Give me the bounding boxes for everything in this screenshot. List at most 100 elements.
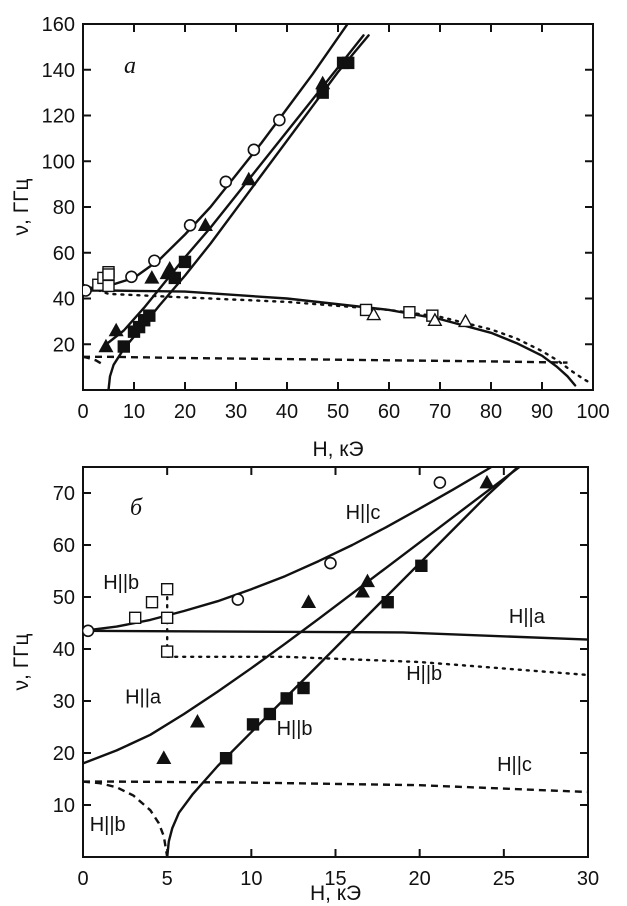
x-tick-label: 30 — [225, 401, 247, 423]
x-tick-label: 20 — [409, 868, 431, 890]
marker-open-circle — [273, 113, 286, 127]
marker-filled-square — [263, 707, 277, 721]
y-tick-label: 160 — [42, 14, 75, 36]
series-line-dashed — [83, 355, 568, 364]
marker-filled-square — [246, 718, 260, 731]
y-tick-label: 10 — [53, 795, 75, 817]
marker-filled-square — [168, 271, 182, 285]
series-annotation: H||a — [125, 687, 162, 709]
marker-filled-triangle — [354, 584, 370, 598]
y-tick-label: 120 — [42, 106, 75, 128]
x-tick-label: 50 — [327, 401, 349, 423]
y-tick-label: 70 — [53, 483, 75, 505]
y-tick-label: 40 — [53, 289, 75, 311]
series-annotation: H||b — [277, 718, 313, 740]
series-line-dashed — [83, 780, 588, 794]
y-tick-label: 60 — [53, 535, 75, 557]
marker-open-square — [102, 279, 115, 293]
marker-filled-square — [219, 752, 233, 765]
marker-filled-square — [178, 255, 192, 269]
marker-open-circle — [247, 143, 261, 157]
marker-filled-triangle — [359, 573, 375, 588]
x-tick-label: 0 — [77, 401, 88, 423]
x-tick-label: 60 — [378, 401, 400, 423]
marker-filled-triangle — [144, 270, 160, 284]
marker-open-circle — [231, 593, 245, 606]
series-annotation: H||a — [509, 606, 546, 628]
y-tick-label: 50 — [53, 587, 75, 609]
x-axis-title: H, кЭ — [310, 882, 361, 905]
marker-filled-square — [117, 340, 131, 353]
series-line-solid — [83, 467, 494, 632]
y-axis-title: ν, ГГц — [10, 179, 33, 236]
series-line-dashed — [83, 355, 105, 366]
marker-open-square — [160, 611, 174, 624]
x-tick-label: 70 — [429, 401, 451, 423]
marker-open-square — [102, 268, 115, 281]
series-annotation: H||b — [90, 814, 126, 836]
marker-open-square — [145, 596, 159, 609]
x-tick-label: 40 — [276, 401, 298, 423]
x-tick-label: 30 — [577, 868, 599, 890]
marker-filled-triangle — [479, 474, 495, 489]
series-annotation: H||c — [497, 754, 532, 776]
series-line-solid — [83, 24, 350, 291]
marker-open-circle — [324, 556, 337, 570]
marker-open-triangle — [457, 313, 474, 328]
x-tick-label: 5 — [162, 868, 173, 890]
y-tick-label: 30 — [53, 691, 75, 713]
y-tick-label: 80 — [53, 197, 75, 219]
y-tick-label: 40 — [53, 639, 75, 661]
marker-open-circle — [183, 219, 197, 232]
series-line-dashed — [83, 780, 169, 857]
marker-filled-square — [342, 56, 355, 70]
x-tick-label: 25 — [493, 868, 515, 890]
marker-filled-square — [415, 559, 428, 572]
panel-label: а — [124, 53, 136, 79]
y-tick-label: 20 — [53, 743, 75, 765]
marker-open-square — [359, 303, 373, 317]
marker-open-circle — [83, 284, 92, 297]
x-axis-title: H, кЭ — [312, 438, 363, 461]
series-annotation: H||c — [346, 502, 381, 524]
y-tick-label: 20 — [53, 334, 75, 356]
x-tick-label: 10 — [123, 401, 145, 423]
marker-open-circle — [219, 175, 233, 189]
panel-label: б — [130, 495, 143, 521]
x-tick-label: 20 — [174, 401, 196, 423]
marker-filled-triangle — [156, 750, 172, 764]
series-line-solid — [107, 34, 370, 390]
marker-open-square — [160, 645, 174, 658]
plot-frame — [82, 466, 589, 858]
marker-filled-triangle — [98, 338, 114, 353]
chart-panel-a: 0 10 20 30 40 50 60 70 80 90 100 20 40 60 80 100 120 140 1… — [10, 14, 610, 461]
marker-open-square — [128, 611, 142, 624]
marker-filled-triangle — [197, 217, 213, 232]
series-line-dotted — [83, 283, 592, 385]
marker-filled-triangle — [301, 594, 317, 608]
marker-open-circle — [125, 270, 138, 284]
y-axis-title: ν, ГГц — [10, 634, 33, 691]
plot-frame — [82, 23, 594, 391]
marker-filled-triangle — [108, 322, 124, 337]
marker-filled-square — [143, 309, 156, 322]
series-line-solid — [83, 467, 522, 765]
x-tick-label: 100 — [576, 401, 609, 423]
marker-filled-square — [316, 86, 329, 99]
marker-filled-square — [381, 596, 394, 609]
marker-open-triangle — [366, 306, 382, 321]
series-line-solid — [165, 467, 520, 857]
marker-open-circle — [148, 254, 161, 268]
marker-open-triangle — [427, 312, 443, 326]
chart-panel-b: 0 5 10 15 20 25 30 10 20 30 40 50 60 70 H, кЭ ν, ГГц б H|… — [10, 466, 599, 905]
marker-open-square — [403, 306, 416, 319]
series-annotation: H||b — [103, 572, 139, 594]
y-tick-label: 60 — [53, 243, 75, 265]
marker-filled-square — [280, 692, 293, 705]
marker-filled-triangle — [189, 714, 205, 728]
marker-open-circle — [83, 624, 95, 638]
x-tick-label: 80 — [480, 401, 502, 423]
marker-open-circle — [433, 476, 447, 489]
x-tick-label: 90 — [531, 401, 553, 423]
